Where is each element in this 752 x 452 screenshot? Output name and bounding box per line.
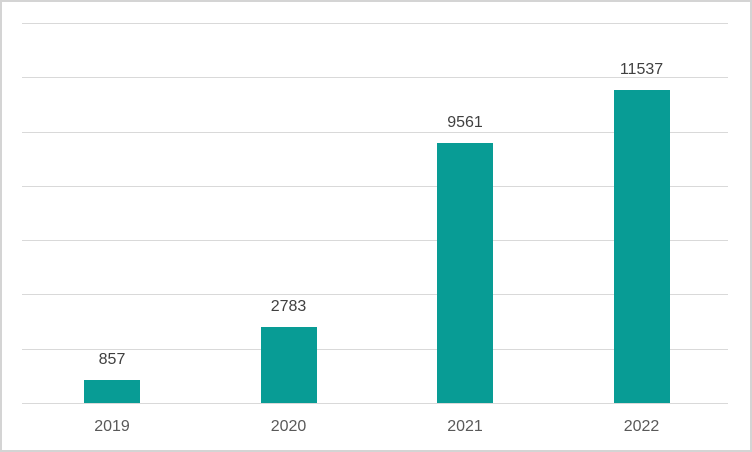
gridline — [22, 294, 728, 296]
x-axis-label: 2021 — [447, 418, 483, 435]
gridline — [22, 77, 728, 79]
bar-2019 — [84, 380, 140, 403]
bar-2021 — [437, 143, 493, 403]
data-label: 11537 — [619, 61, 664, 78]
data-label: 9561 — [447, 114, 483, 131]
gridline — [22, 131, 728, 133]
gridline — [22, 348, 728, 350]
bar-2020 — [261, 327, 317, 403]
plot-area: 857 2783 9561 11537 — [22, 23, 728, 404]
bar-2022 — [614, 90, 670, 403]
data-label: 2783 — [270, 298, 307, 315]
gridline — [22, 240, 728, 242]
gridline — [22, 23, 728, 24]
x-axis-label: 2020 — [270, 418, 307, 435]
x-axis-line — [22, 403, 728, 404]
data-label: 857 — [98, 351, 126, 368]
x-axis-label: 2019 — [94, 418, 130, 435]
gridline — [22, 185, 728, 187]
x-axis-label: 2022 — [623, 418, 660, 435]
